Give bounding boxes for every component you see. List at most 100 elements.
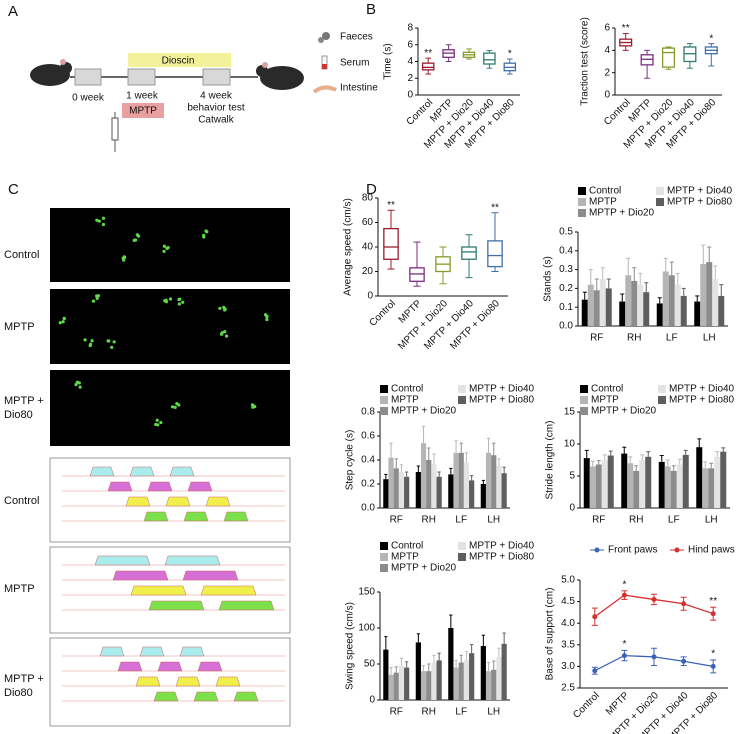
- legend-label: MPTP + Dio20: [391, 563, 457, 574]
- paw-image: [50, 208, 290, 282]
- bar: [674, 284, 681, 326]
- paw-print: [177, 403, 181, 407]
- bar: [631, 280, 638, 326]
- paw-print: [162, 249, 166, 253]
- legend-label: Front paws: [608, 545, 657, 556]
- bar: [607, 455, 614, 508]
- box: [383, 227, 399, 260]
- legend-label: MPTP + Dio80: [469, 395, 535, 406]
- x-tick-label: RF: [590, 333, 603, 344]
- legend-label: MPTP: [589, 197, 617, 208]
- paw-print: [265, 317, 269, 322]
- paw-print: [218, 306, 222, 310]
- paw-print: [88, 343, 92, 348]
- legend-swatch: [578, 198, 586, 206]
- paw-print: [122, 255, 127, 260]
- paw-print: [155, 418, 159, 422]
- x-tick-label: Control: [602, 97, 633, 128]
- bar: [463, 462, 470, 508]
- paw-print: [225, 334, 229, 338]
- bar: [431, 662, 437, 700]
- catwalk-panels: [49, 208, 291, 727]
- bar: [712, 279, 719, 326]
- time-label: 1 week: [126, 91, 159, 102]
- y-axis-label: Base of support (cm): [545, 588, 556, 681]
- y-tick-label: 3.5: [561, 639, 575, 650]
- intensity-hump: [157, 661, 183, 672]
- bar: [436, 476, 442, 508]
- y-tick-label: 50: [364, 659, 376, 670]
- bar: [426, 460, 432, 508]
- bar: [718, 295, 725, 326]
- y-tick-label: 2.5: [561, 683, 575, 694]
- intensity-hump: [233, 691, 259, 702]
- paw-print: [101, 222, 105, 227]
- point: [681, 601, 687, 607]
- x-tick-label: RF: [390, 707, 403, 718]
- bar: [463, 660, 470, 700]
- paw-print: [101, 216, 106, 220]
- legend-label: Control: [589, 186, 621, 197]
- legend-swatch: [656, 187, 664, 195]
- legend-marker: [674, 547, 680, 553]
- significance: **: [387, 200, 395, 211]
- x-tick-label: RF: [592, 515, 605, 526]
- y-tick-label: 2: [407, 73, 413, 84]
- y-tick-label: 40: [362, 242, 374, 253]
- legend-label: MPTP + Dio20: [589, 208, 655, 219]
- bar: [496, 656, 502, 700]
- bar: [633, 470, 640, 508]
- bar: [605, 288, 612, 326]
- bar: [720, 451, 727, 508]
- legend-label: MPTP: [391, 552, 419, 563]
- intensity-hump: [153, 691, 179, 702]
- bar: [595, 464, 602, 508]
- y-tick-label: 0.0: [361, 503, 375, 514]
- bar: [480, 646, 486, 700]
- legend-swatch: [578, 187, 586, 195]
- bar: [706, 262, 713, 326]
- paw-print: [159, 420, 163, 425]
- paw-print: [177, 302, 181, 306]
- point: [621, 592, 627, 598]
- y-tick-label: 150: [358, 587, 375, 598]
- paw-print: [219, 332, 224, 336]
- y-tick-label: 0: [407, 90, 413, 101]
- legend-swatch: [578, 209, 586, 217]
- y-tick-label: 0: [604, 90, 610, 101]
- point: [710, 663, 716, 669]
- y-tick-label: 4: [604, 45, 610, 56]
- bar: [480, 484, 486, 508]
- paw-image: [50, 289, 290, 364]
- x-tick-label: RH: [627, 333, 641, 344]
- plot-label: Control: [4, 495, 40, 507]
- significance: *: [508, 49, 512, 60]
- paw-print: [106, 339, 110, 343]
- bar: [448, 474, 454, 508]
- y-tick-label: 5.0: [561, 575, 575, 586]
- y-tick-label: 0: [369, 695, 375, 706]
- legend-swatch: [580, 407, 588, 415]
- y-tick-label: 100: [358, 623, 375, 634]
- y-axis-label: Swing speed (cm/s): [345, 602, 356, 690]
- intensity-hump: [193, 691, 219, 702]
- y-tick-label: 0.4: [559, 245, 573, 256]
- bar: [637, 284, 644, 326]
- intensity-hump: [139, 646, 165, 657]
- legend-label: Control: [591, 384, 623, 395]
- y-tick-label: 0.4: [361, 455, 375, 466]
- bar: [453, 667, 459, 700]
- x-tick-label: Control: [367, 298, 398, 329]
- y-tick-label: 4.5: [561, 596, 575, 607]
- intensity-hump: [135, 676, 161, 687]
- intensity-hump: [143, 511, 169, 522]
- legend-swatch: [380, 407, 388, 415]
- point: [681, 658, 687, 664]
- intensity-hump: [223, 511, 249, 522]
- significance: **: [424, 48, 432, 59]
- paw-print: [133, 238, 138, 242]
- box: [461, 246, 477, 260]
- sample-label: Serum: [340, 58, 369, 69]
- x-tick-label: LH: [705, 515, 718, 526]
- paw-print: [166, 245, 170, 250]
